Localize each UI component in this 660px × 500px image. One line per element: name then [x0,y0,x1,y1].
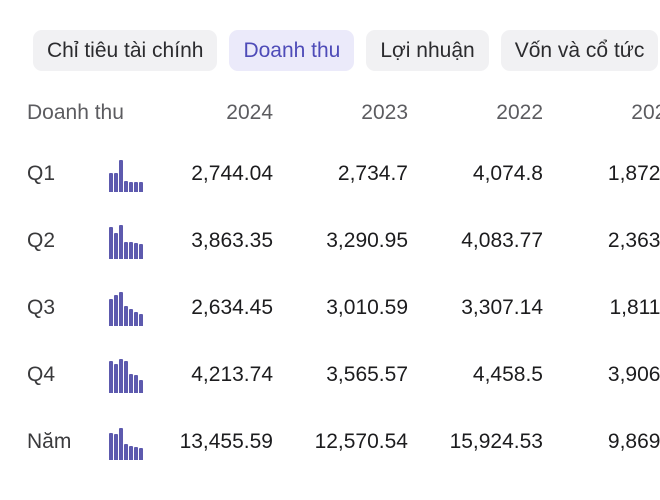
table-row: Q4 4,213.74 3,565.57 4,458.5 3,906.8 [0,355,660,395]
sparkline-bar [114,434,118,460]
sparkline-bar [109,173,113,192]
sparkline-bar [129,446,133,460]
sparkline-bar [134,312,138,326]
table-row: Năm 13,455.59 12,570.54 15,924.53 9,869.… [0,422,660,462]
sparkline-bar [124,242,128,259]
table-cell: 4,458.5 [472,363,543,386]
sparkline-bar [139,448,143,460]
table-cell: 3,906.8 [607,363,660,386]
sparkline-chart [109,426,149,460]
table-cell: 2,734.7 [337,162,408,185]
sparkline-bar [119,160,123,192]
table-cell: 4,074.8 [472,162,543,185]
table-cell: 1,811.7 [609,296,660,319]
column-header-year: 2023 [361,101,408,124]
table-cell: 4,083.77 [461,229,543,252]
sparkline-bar [109,299,113,326]
sparkline-bar [129,374,133,393]
sparkline-bar [134,375,138,393]
table-cell: 3,863.35 [191,229,273,252]
sparkline-bar [129,182,133,192]
sparkline-bar [124,361,128,393]
row-label: Q2 [27,229,56,252]
row-label: Q4 [27,363,56,386]
table-row: Q1 2,744.04 2,734.7 4,074.8 1,872.7 [0,154,660,194]
sparkline-bar [134,243,138,259]
sparkline-bar [124,306,128,326]
sparkline-chart [109,292,149,326]
table-header: Doanh thu 2024 2023 2022 2021 [0,93,660,133]
sparkline-bar [109,433,113,460]
sparkline-bar [114,173,118,192]
tab-profit[interactable]: Lợi nhuận [366,30,489,71]
sparkline-bar [124,444,128,460]
table-cell: 1,872.7 [607,162,660,185]
sparkline-bar [129,309,133,326]
table-cell: 4,213.74 [191,363,273,386]
sparkline-bar [139,182,143,192]
column-header-year: 2024 [226,101,273,124]
sparkline-bar [124,181,128,192]
sparkline-chart [109,158,149,192]
sparkline-bar [134,447,138,460]
table-cell: 3,290.95 [326,229,408,252]
sparkline-bar [119,428,123,460]
sparkline-bar [129,242,133,259]
sparkline-chart [109,359,149,393]
tab-financial-indicators[interactable]: Chỉ tiêu tài chính [33,30,218,71]
table-row: Q2 3,863.35 3,290.95 4,083.77 2,363.5 [0,221,660,261]
tab-capital-dividend[interactable]: Vốn và cổ tức [500,30,659,71]
table-cell: 13,455.59 [179,430,273,453]
sparkline-chart [109,225,149,259]
sparkline-bar [119,359,123,393]
table-cell: 12,570.54 [314,430,408,453]
sparkline-bar [114,295,118,326]
row-label: Q3 [27,296,56,319]
sparkline-bar [139,380,143,393]
table-cell: 2,634.45 [191,296,273,319]
sparkline-bar [114,233,118,259]
sparkline-bar [139,314,143,326]
table-cell: 3,565.57 [326,363,408,386]
column-header-label: Doanh thu [27,101,124,124]
row-label: Năm [27,430,72,453]
table-cell: 15,924.53 [449,430,543,453]
column-header-year: 2021 [631,101,660,124]
sparkline-bar [139,244,143,259]
table-cell: 3,307.14 [461,296,543,319]
table-cell: 2,363.5 [607,229,660,252]
financial-tabs: Chỉ tiêu tài chính Doanh thu Lợi nhuận V… [33,30,659,71]
table-cell: 3,010.59 [326,296,408,319]
sparkline-bar [119,225,123,259]
column-header-year: 2022 [496,101,543,124]
table-cell: 9,869.7 [607,430,660,453]
table-row: Q3 2,634.45 3,010.59 3,307.14 1,811.7 [0,288,660,328]
sparkline-bar [114,364,118,393]
sparkline-bar [119,292,123,326]
tab-revenue[interactable]: Doanh thu [229,30,355,71]
row-label: Q1 [27,162,56,185]
sparkline-bar [134,182,138,192]
table-cell: 2,744.04 [191,162,273,185]
sparkline-bar [109,227,113,259]
sparkline-bar [109,361,113,393]
